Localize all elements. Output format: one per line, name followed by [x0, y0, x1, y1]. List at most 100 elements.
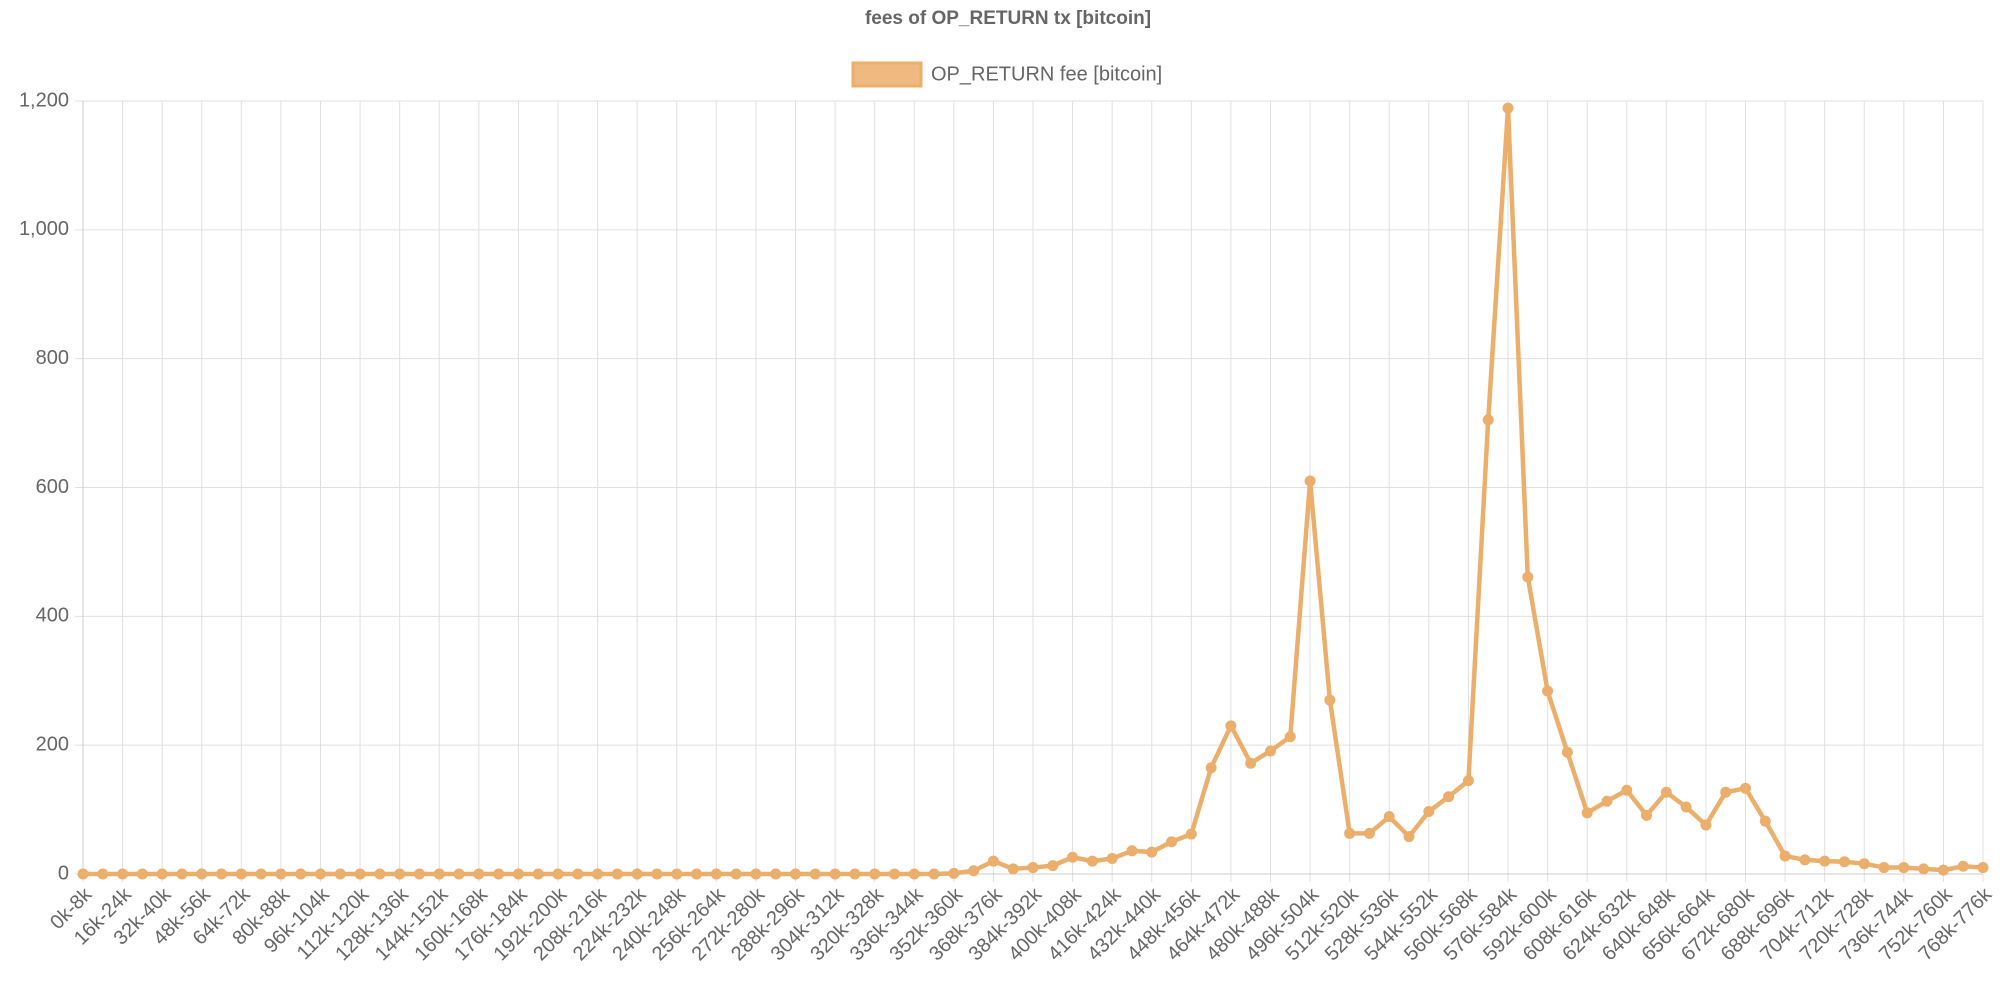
data-point — [691, 868, 703, 880]
data-point — [651, 868, 663, 880]
data-point — [572, 868, 584, 880]
data-point — [908, 868, 920, 880]
data-point — [1205, 762, 1217, 774]
data-point — [532, 868, 544, 880]
data-point — [1561, 746, 1573, 758]
y-tick-label: 1,000 — [19, 218, 69, 240]
data-point — [869, 868, 881, 880]
data-point — [334, 868, 346, 880]
data-point — [1977, 862, 1989, 874]
data-point — [1621, 784, 1633, 796]
data-point — [196, 868, 208, 880]
data-point — [671, 868, 683, 880]
data-point — [413, 868, 425, 880]
data-point — [1027, 862, 1039, 874]
data-point — [216, 868, 228, 880]
data-point — [987, 855, 999, 867]
data-point — [1403, 831, 1415, 843]
data-point — [1344, 827, 1356, 839]
data-point — [473, 868, 485, 880]
data-point — [1720, 786, 1732, 798]
data-point — [433, 868, 445, 880]
data-point — [1185, 828, 1197, 840]
data-point — [1878, 862, 1890, 874]
data-point — [315, 868, 326, 880]
data-point — [1324, 694, 1336, 706]
data-point — [1641, 809, 1653, 821]
data-point — [394, 868, 406, 880]
data-point — [829, 868, 841, 880]
data-point — [1937, 864, 1949, 876]
data-point — [1086, 855, 1098, 867]
data-point — [1462, 775, 1474, 787]
data-point — [750, 868, 762, 880]
data-point — [1858, 858, 1870, 870]
data-point — [1542, 685, 1554, 697]
data-point — [552, 868, 564, 880]
data-point — [1918, 863, 1930, 875]
data-point — [1581, 807, 1593, 819]
data-point — [1166, 836, 1178, 848]
data-point — [1838, 856, 1850, 868]
data-point — [512, 868, 524, 880]
data-point — [1522, 571, 1534, 583]
data-point — [1799, 854, 1811, 866]
data-point — [117, 868, 129, 880]
data-point — [1423, 806, 1435, 818]
data-point — [1819, 855, 1831, 867]
data-point — [136, 868, 148, 880]
data-point — [631, 868, 643, 880]
y-tick-label: 600 — [36, 476, 69, 498]
data-point — [968, 865, 980, 877]
data-point — [374, 868, 386, 880]
data-point — [1106, 853, 1118, 865]
data-point — [730, 868, 742, 880]
y-tick-label: 400 — [36, 605, 69, 627]
data-point — [770, 868, 782, 880]
data-point — [1957, 860, 1969, 872]
data-point — [235, 868, 247, 880]
chart-title: fees of OP_RETURN tx [bitcoin] — [865, 8, 1151, 29]
data-point — [77, 868, 89, 880]
data-point — [97, 868, 109, 880]
data-point — [453, 868, 465, 880]
data-point — [295, 868, 307, 880]
data-point — [888, 868, 900, 880]
data-point — [1482, 414, 1494, 426]
y-tick-label: 0 — [58, 862, 69, 884]
data-point — [354, 868, 366, 880]
data-point — [592, 868, 604, 880]
data-point — [611, 868, 623, 880]
data-point — [1740, 782, 1751, 794]
data-point — [1383, 811, 1395, 823]
data-point — [1700, 819, 1712, 831]
y-tick-label: 200 — [36, 733, 69, 755]
data-point — [948, 867, 960, 879]
data-point — [1067, 851, 1079, 863]
legend-swatch — [851, 61, 923, 88]
data-point — [1759, 815, 1771, 827]
data-point — [1225, 720, 1237, 732]
data-point — [790, 868, 801, 880]
data-point — [928, 868, 940, 880]
data-point — [1304, 475, 1316, 487]
y-tick-label: 1,200 — [19, 89, 69, 111]
data-point — [1502, 102, 1514, 114]
data-point — [255, 868, 267, 880]
data-point — [1779, 850, 1791, 862]
data-point — [849, 868, 861, 880]
data-point — [275, 868, 287, 880]
data-point — [1146, 846, 1158, 858]
y-tick-label: 800 — [36, 347, 69, 369]
data-point — [1245, 757, 1257, 769]
data-point — [493, 868, 505, 880]
data-point — [156, 868, 168, 880]
data-point — [1284, 731, 1296, 743]
data-point — [710, 868, 722, 880]
data-point — [1265, 745, 1276, 757]
data-point — [1363, 827, 1375, 839]
data-point — [1660, 786, 1672, 798]
data-point — [1680, 801, 1692, 813]
